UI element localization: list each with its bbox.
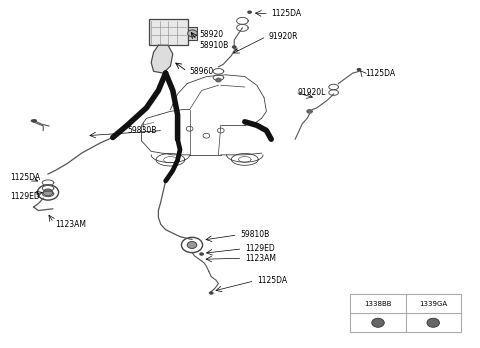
Circle shape (209, 291, 214, 295)
Circle shape (31, 119, 35, 122)
Text: 58960: 58960 (190, 67, 214, 76)
Text: 59810B: 59810B (240, 230, 269, 239)
Circle shape (32, 119, 37, 122)
Text: 58920
58910B: 58920 58910B (199, 30, 228, 50)
Circle shape (306, 109, 313, 114)
Text: 1125DA: 1125DA (365, 69, 395, 78)
Text: 1338BB: 1338BB (364, 301, 392, 307)
Circle shape (427, 318, 440, 327)
Text: 59830B: 59830B (127, 126, 156, 135)
Text: 1129ED: 1129ED (11, 192, 40, 201)
Circle shape (187, 242, 197, 248)
Text: 1123AM: 1123AM (245, 254, 276, 263)
Circle shape (232, 45, 237, 49)
Polygon shape (151, 45, 173, 73)
Text: 91920R: 91920R (269, 32, 298, 41)
Bar (350, 294, 461, 332)
Text: 1123AM: 1123AM (55, 220, 86, 229)
Circle shape (43, 189, 53, 196)
Text: 1125DA: 1125DA (271, 9, 301, 18)
Circle shape (199, 252, 204, 256)
Text: 1339GA: 1339GA (419, 301, 447, 307)
Bar (188, 27, 197, 40)
Circle shape (188, 30, 197, 37)
Text: 1125DA: 1125DA (257, 276, 287, 285)
Circle shape (247, 10, 252, 14)
Text: 1125DA: 1125DA (11, 173, 41, 182)
Circle shape (215, 78, 222, 82)
Circle shape (357, 68, 361, 71)
Text: 1129ED: 1129ED (245, 244, 275, 253)
Circle shape (372, 318, 384, 327)
Text: 91920L: 91920L (298, 88, 326, 97)
Bar (149, 19, 188, 45)
